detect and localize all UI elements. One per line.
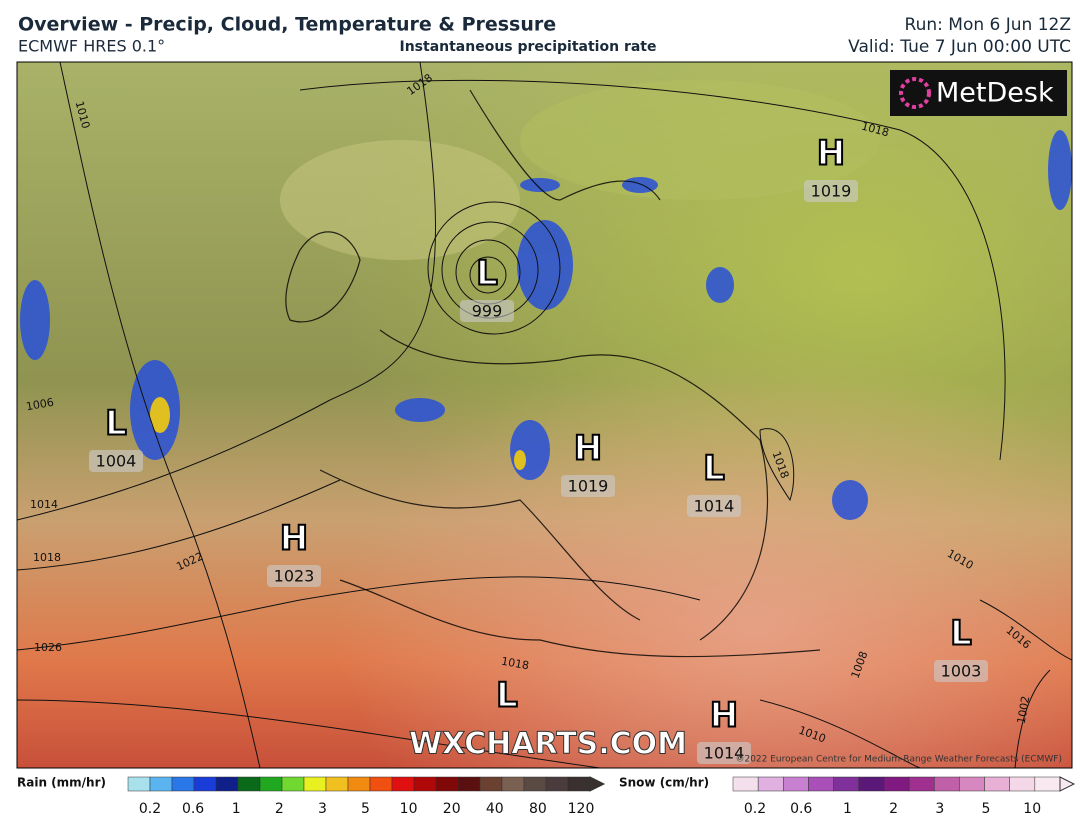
legend-tick: 3 [935,801,944,817]
legend-tick: 2 [889,801,898,817]
legend-swatch [783,776,809,792]
run: Run: Mon 6 Jun 12Z [905,15,1071,35]
legend-swatch [215,776,239,792]
product: Instantaneous precipitation rate [400,39,657,55]
legend-swatch [303,776,327,792]
legend-tick: 1 [843,801,852,817]
legend-tick: 0.2 [139,801,161,817]
legend-tick: 2 [275,801,284,817]
legend-swatch [883,776,910,792]
copyright: ©2022 European Centre for Medium-Range W… [735,755,1062,765]
legend-swatch [325,776,349,792]
legend-swatch [732,776,759,792]
legend-swatch [193,776,217,792]
legend-swatch [1009,776,1036,792]
isobar-label: 1002 [1015,695,1033,725]
legend-label: Snow (cm/hr) [619,776,709,790]
center-letter: H [280,519,308,559]
center-letter: H [574,429,602,469]
legend-swatch [237,776,261,792]
legend-tick: 20 [443,801,461,817]
center-value-bg [804,180,858,202]
legend-tick: 10 [1023,801,1041,817]
legend-swatch [501,776,525,792]
legend-swatch [833,776,860,792]
center-letter: H [710,696,738,736]
center-value: 1019 [811,182,852,201]
isobar-label: 1014 [30,498,58,511]
legend-swatch [757,776,784,792]
center-letter: L [950,614,972,654]
legend-swatch [171,776,195,792]
legend-tick: 0.6 [182,801,204,817]
legend-tick: 80 [529,801,547,817]
legend-swatch [259,776,283,792]
watermark: WXCHARTS.COM [409,727,687,762]
isobar-label: 1006 [25,396,55,414]
center-letter: L [496,676,518,716]
legend-arrow [589,776,606,792]
isobar-label: 1026 [34,641,62,654]
legend-label: Rain (mm/hr) [17,776,106,790]
legend-tick: 5 [982,801,991,817]
center-value-bg [561,475,615,497]
legend-swatch [347,776,371,792]
legend-swatch [933,776,960,792]
legend-tick: 0.6 [790,801,812,817]
legend-swatch [281,776,305,792]
legend-swatch [1034,776,1061,792]
center-value-bg [89,450,143,472]
center-value-bg [697,742,751,764]
legend-swatch [435,776,459,792]
legend-swatch [808,776,834,792]
center-value: 1003 [941,662,982,681]
legend-swatch [858,776,885,792]
legend-swatch [908,776,935,792]
isobar-label: 1018 [33,551,61,564]
center-letter: L [476,254,498,294]
center-value-bg [687,495,741,517]
center-value: 1019 [568,477,609,496]
legend-tick: 1 [232,801,241,817]
map: MetDesk L 999 H 1019 L 1004 H 1019 L 1014 H 1023 L 10… [17,62,1072,768]
logo-text: MetDesk [936,78,1054,109]
center-letter: H [817,134,845,174]
legend-swatch [149,776,173,792]
legend-swatch [127,776,151,792]
map-border [16,61,1073,769]
center-value: 1014 [704,744,745,763]
model: ECMWF HRES 0.1° [18,37,165,56]
center-letter: L [703,449,725,489]
legend-tick: 10 [400,801,418,817]
center-value: 1004 [96,452,137,471]
legend-swatch [545,776,569,792]
legend-tick: 0.2 [744,801,766,817]
valid: Valid: Tue 7 Jun 00:00 UTC [848,37,1071,57]
center-letter: L [105,404,127,444]
legend-tick: 120 [568,801,595,817]
legend-swatch [523,776,547,792]
legend-swatch [959,776,985,792]
center-value: 1014 [694,497,735,516]
isobar-label: 1018 [500,655,530,673]
title: Overview - Precip, Cloud, Temperature & … [18,14,556,36]
legend-swatch [479,776,503,792]
legend-arrow [1059,776,1076,792]
legend-tick: 3 [318,801,327,817]
center-value: 1023 [274,567,315,586]
legend-swatch [457,776,481,792]
center-value-bg [460,300,514,322]
logo: MetDesk [890,70,1067,116]
legend-tick: 40 [486,801,504,817]
legend-swatch [413,776,437,792]
legend-tick: 5 [361,801,370,817]
center-value-bg [934,660,988,682]
legend-swatch [567,776,591,792]
center-value-bg [267,565,321,587]
legend-swatch [369,776,393,792]
center-value: 999 [472,302,503,321]
legend-swatch [984,776,1010,792]
legend-swatch [391,776,415,792]
